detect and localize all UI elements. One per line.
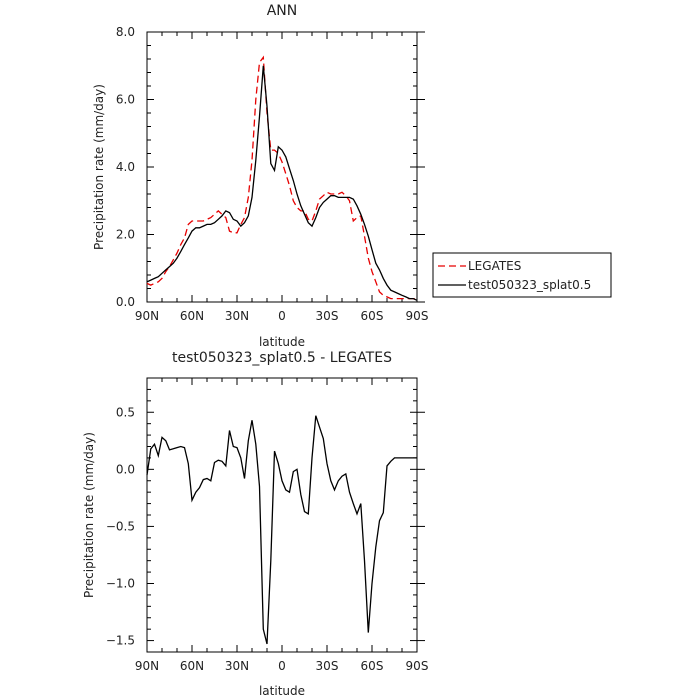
y-tick-label: 6.0: [116, 93, 135, 107]
series-line-legates: [146, 55, 417, 300]
x-tick-label: 60S: [361, 309, 384, 323]
y-tick-label: −1.5: [106, 634, 135, 648]
y-tick-label: 4.0: [116, 160, 135, 174]
x-tick-label: 30N: [225, 659, 249, 673]
x-tick-label: 60N: [180, 659, 204, 673]
y-tick-label: −1.0: [106, 577, 135, 591]
x-tick-label: 90N: [135, 309, 159, 323]
bottom-panel-title: test050323_splat0.5 - LEGATES: [172, 350, 392, 366]
legend-box: [432, 252, 612, 298]
legend: LEGATES test050323_splat0.5: [432, 252, 612, 298]
x-tick-label: 30S: [316, 309, 339, 323]
top-panel-frame: [146, 31, 418, 303]
bottom-panel-frame: [146, 377, 418, 653]
top-panel-series: [146, 55, 418, 301]
top-panel-y-axis-label: Precipitation rate (mm/day): [92, 84, 106, 250]
series-line-test050323-splat0-5: [146, 65, 418, 301]
x-tick-label: 60S: [361, 659, 384, 673]
legend-label-test-run: test050323_splat0.5: [468, 278, 591, 292]
bottom-panel-difference: test050323_splat0.5 - LEGATES 90N 60N 30N 0…: [82, 350, 428, 698]
x-tick-label: 30N: [225, 309, 249, 323]
top-panel-average-precipitation: ANN 90N 60N 30N 0 30S 60S 90S 0.02.04.06.08.0 …: [92, 3, 428, 349]
y-tick-label: 8.0: [116, 25, 135, 39]
x-tick-label: 90S: [406, 659, 429, 673]
bottom-panel-series: [146, 415, 417, 645]
legend-label-legates: LEGATES: [468, 259, 521, 273]
top-panel-x-tick-labels: 90N 60N 30N 0 30S 60S 90S: [135, 309, 429, 323]
bottom-panel-y-tick-labels: −1.5 −1.0 −0.5 0.0 0.5: [106, 405, 135, 647]
x-tick-label: 90S: [406, 309, 429, 323]
y-tick-label: 0.0: [116, 462, 135, 476]
series-line-difference: [146, 415, 417, 645]
y-tick-label: 2.0: [116, 228, 135, 242]
top-panel-title: ANN: [267, 3, 298, 19]
y-tick-label: 0.5: [116, 405, 135, 419]
x-tick-label: 0: [278, 309, 286, 323]
top-panel-ticks: [146, 31, 425, 303]
bottom-panel-ticks: [146, 377, 425, 653]
bottom-panel-x-axis-label: latitude: [259, 684, 305, 698]
top-panel-x-axis-label: latitude: [259, 335, 305, 349]
x-tick-label: 30S: [316, 659, 339, 673]
x-tick-label: 0: [278, 659, 286, 673]
y-tick-label: 0.0: [116, 295, 135, 309]
y-tick-label: −0.5: [106, 519, 135, 533]
bottom-panel-y-axis-label: Precipitation rate (mm/day): [82, 432, 96, 598]
top-panel-y-tick-labels: 0.0 2.0 4.0 6.0 8.0: [116, 25, 135, 309]
x-tick-label: 60N: [180, 309, 204, 323]
x-tick-label: 90N: [135, 659, 159, 673]
bottom-panel-x-tick-labels: 90N 60N 30N 0 30S 60S 90S: [135, 659, 429, 673]
